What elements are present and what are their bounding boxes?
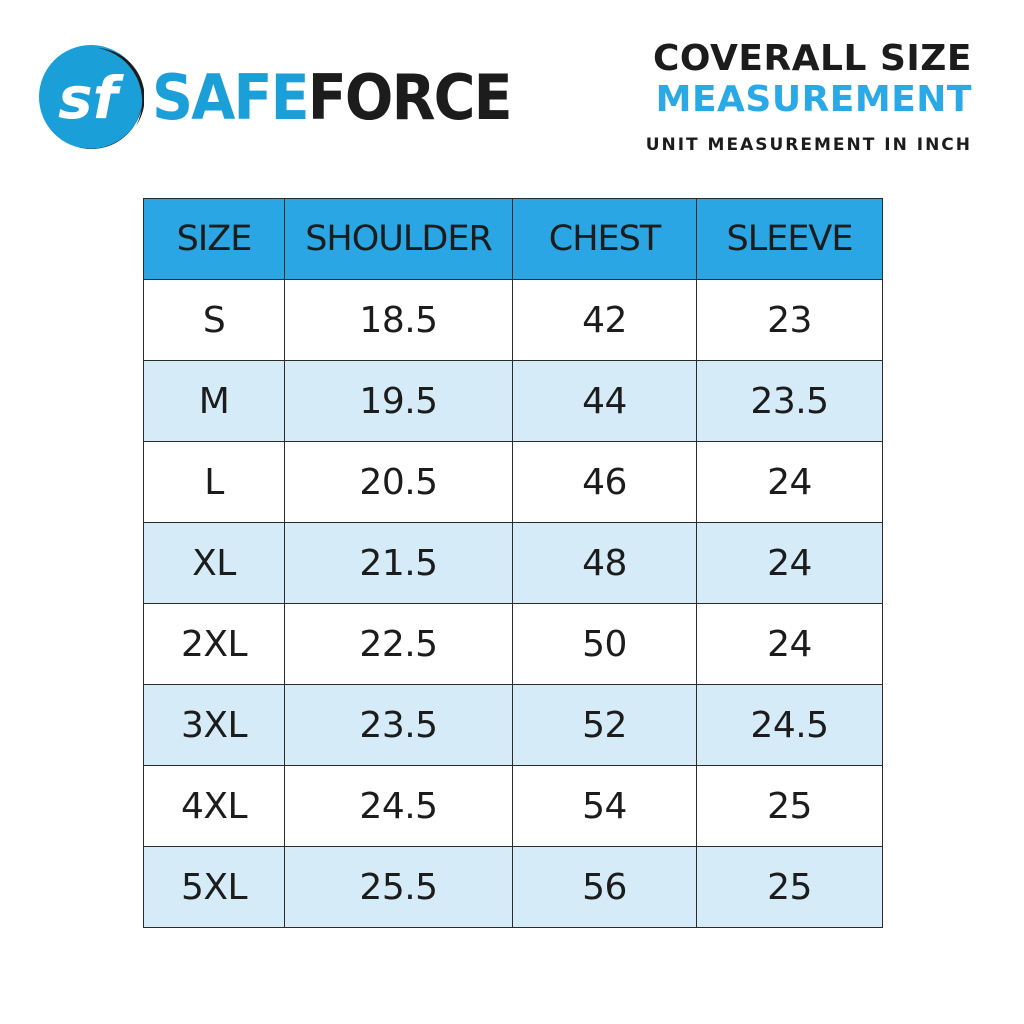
cell-shoulder: 23.5 xyxy=(284,684,513,766)
table-row: 4XL 24.5 54 25 xyxy=(143,765,883,847)
brand-logo: sf SAFEFORCE xyxy=(38,44,513,154)
cell-size: L xyxy=(143,441,285,523)
cell-sleeve: 23.5 xyxy=(696,360,883,442)
table-row: 5XL 25.5 56 25 xyxy=(143,846,883,928)
cell-shoulder: 21.5 xyxy=(284,522,513,604)
cell-sleeve: 24 xyxy=(696,603,883,685)
cell-chest: 50 xyxy=(512,603,697,685)
heading-subtitle: MEASUREMENT xyxy=(655,79,972,120)
table-row: S 18.5 42 23 xyxy=(143,279,883,361)
cell-chest: 44 xyxy=(512,360,697,442)
unit-note: UNIT MEASUREMENT IN INCH xyxy=(645,135,972,155)
column-header-chest: CHEST xyxy=(512,198,697,280)
table-row: 3XL 23.5 52 24.5 xyxy=(143,684,883,766)
cell-chest: 42 xyxy=(512,279,697,361)
table-row: 2XL 22.5 50 24 xyxy=(143,603,883,685)
safeforce-logo-icon: sf xyxy=(39,45,144,149)
cell-size: XL xyxy=(143,522,285,604)
cell-chest: 46 xyxy=(512,441,697,523)
cell-chest: 54 xyxy=(512,765,697,847)
cell-size: M xyxy=(143,360,285,442)
heading-title: COVERALL SIZE xyxy=(652,38,972,79)
cell-shoulder: 25.5 xyxy=(284,846,513,928)
table-row: XL 21.5 48 24 xyxy=(143,522,883,604)
cell-shoulder: 19.5 xyxy=(284,360,513,442)
cell-chest: 52 xyxy=(512,684,697,766)
chart-heading: COVERALL SIZE MEASUREMENT UNIT MEASUREME… xyxy=(646,38,972,156)
table-row: L 20.5 46 24 xyxy=(143,441,883,523)
cell-sleeve: 23 xyxy=(696,279,883,361)
column-header-size: SIZE xyxy=(143,198,285,280)
brand-name-part2: FORCE xyxy=(307,61,513,134)
cell-shoulder: 22.5 xyxy=(284,603,513,685)
cell-chest: 56 xyxy=(512,846,697,928)
column-header-shoulder: SHOULDER xyxy=(284,198,513,280)
cell-shoulder: 18.5 xyxy=(284,279,513,361)
cell-sleeve: 24 xyxy=(696,441,883,523)
cell-chest: 48 xyxy=(512,522,697,604)
cell-shoulder: 24.5 xyxy=(284,765,513,847)
cell-size: S xyxy=(143,279,285,361)
cell-size: 2XL xyxy=(143,603,285,685)
cell-sleeve: 25 xyxy=(696,846,883,928)
size-chart-table: SIZE SHOULDER CHEST SLEEVE S 18.5 42 23 M 19.5 44… xyxy=(143,198,883,928)
column-header-sleeve: SLEEVE xyxy=(696,198,883,280)
table-body: S 18.5 42 23 M 19.5 44 23.5 L 20.5 46 24 XL 21.5 48 24 2… xyxy=(143,279,883,928)
brand-name: SAFEFORCE xyxy=(152,58,513,138)
cell-size: 5XL xyxy=(143,846,285,928)
cell-sleeve: 25 xyxy=(696,765,883,847)
cell-size: 4XL xyxy=(143,765,285,847)
brand-name-part1: SAFE xyxy=(152,61,310,134)
cell-sleeve: 24 xyxy=(696,522,883,604)
cell-shoulder: 20.5 xyxy=(284,441,513,523)
table-header-row: SIZE SHOULDER CHEST SLEEVE xyxy=(143,198,883,280)
cell-sleeve: 24.5 xyxy=(696,684,883,766)
logo-mark-text: sf xyxy=(58,64,125,132)
table-row: M 19.5 44 23.5 xyxy=(143,360,883,442)
cell-size: 3XL xyxy=(143,684,285,766)
